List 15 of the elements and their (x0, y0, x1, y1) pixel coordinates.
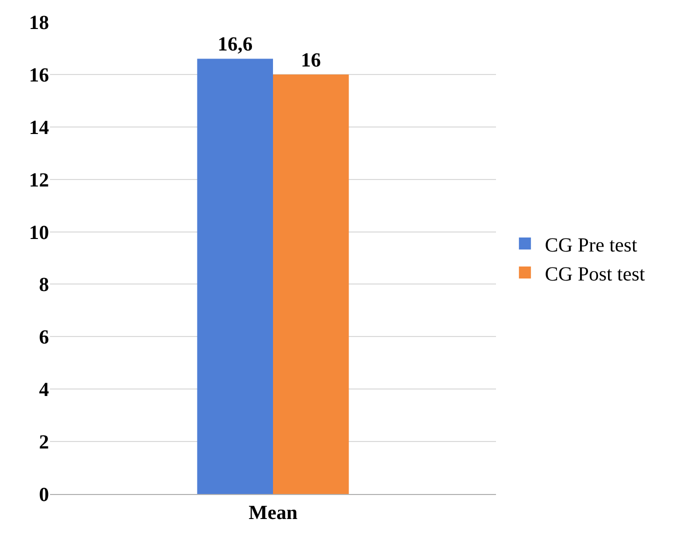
legend-label: CG Pre test (544, 234, 638, 256)
y-tick-label: 6 (39, 326, 49, 349)
y-tick-label: 4 (39, 379, 49, 402)
y-tick-label: 14 (29, 116, 49, 139)
y-tick-label: 12 (29, 169, 49, 192)
data-label: 16,6 (218, 34, 253, 56)
legend-label: CG Post test (544, 263, 646, 286)
y-tick-label: 16 (29, 64, 49, 86)
y-tick-label: 0 (39, 484, 49, 506)
y-tick-label: 10 (29, 222, 49, 244)
y-tick-label: 8 (39, 274, 49, 296)
y-tick-label: 18 (29, 12, 49, 34)
x-tick-label: Mean (248, 502, 298, 524)
y-tick-label: 2 (39, 432, 49, 454)
data-label: 16 (300, 49, 321, 72)
